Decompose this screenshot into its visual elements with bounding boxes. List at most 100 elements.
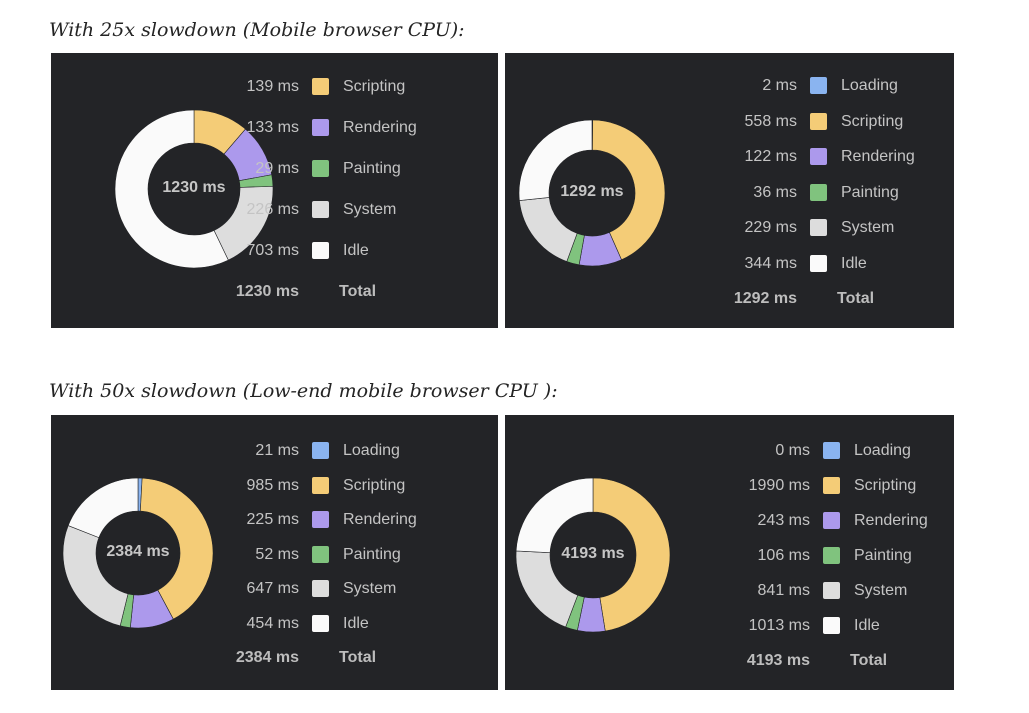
legend-total-value: 2384 ms (235, 649, 299, 666)
legend-value: 29 ms (255, 160, 299, 177)
legend-label: System (343, 580, 397, 597)
donut-center-total: 2384 ms (106, 543, 170, 560)
legend-value: 133 ms (246, 119, 299, 136)
legend-total-label: Total (850, 652, 888, 669)
legend-total-value: 4193 ms (746, 652, 810, 669)
legend-label: System (841, 219, 895, 236)
legend-swatch-loading (810, 77, 827, 94)
legend-item-rendering: 243 ms Rendering (690, 510, 954, 532)
legend-item-rendering: 122 ms Rendering (677, 146, 954, 168)
donut-slice-idle[interactable] (114, 109, 229, 269)
legend-total-label: Total (339, 649, 377, 666)
chart-legend: 2 ms Loading 558 ms Scripting 122 ms Renderin… (677, 75, 954, 328)
legend-label: Idle (343, 614, 369, 632)
legend-item-scripting: 1990 ms Scripting (690, 475, 954, 497)
chart-panel-25x-a: 1230 ms 139 ms Scripting 133 ms Rendering 29 … (51, 53, 498, 328)
donut-slice-scripting[interactable] (592, 119, 666, 261)
donut-chart (62, 477, 214, 629)
donut-center-total: 1230 ms (162, 179, 226, 196)
legend-item-painting: 29 ms Painting (179, 158, 479, 180)
legend-item-painting: 36 ms Painting (677, 182, 954, 204)
legend-item-idle: 454 ms Idle (179, 613, 479, 635)
legend-swatch-scripting (312, 476, 329, 494)
donut-slice-system[interactable] (62, 525, 129, 627)
legend-value: 647 ms (246, 580, 299, 597)
legend-item-scripting: 558 ms Scripting (677, 111, 954, 133)
donut-slice-idle[interactable] (515, 477, 594, 554)
legend-label: Rendering (854, 512, 928, 529)
legend-value: 139 ms (246, 78, 299, 95)
legend-swatch-rendering (823, 512, 840, 529)
legend-value: 2 ms (762, 77, 797, 94)
donut-chart (114, 109, 274, 269)
legend-value: 36 ms (753, 183, 797, 201)
legend-label: Scripting (343, 78, 406, 95)
legend-swatch-system (823, 582, 840, 599)
legend-value: 703 ms (246, 242, 299, 259)
legend-value: 243 ms (757, 512, 810, 529)
legend-value: 229 ms (744, 219, 797, 236)
legend-label: Scripting (343, 476, 406, 494)
legend-value: 106 ms (757, 547, 810, 564)
legend-swatch-painting (312, 160, 329, 177)
legend-swatch-system (810, 219, 827, 236)
legend-item-system: 647 ms System (179, 578, 479, 600)
donut-slice-idle[interactable] (518, 119, 593, 201)
donut-slice-scripting[interactable] (592, 477, 671, 632)
legend-swatch-rendering (312, 511, 329, 528)
donut-slice-idle[interactable] (67, 477, 139, 539)
chart-legend: 139 ms Scripting 133 ms Rendering 29 ms Paint… (179, 76, 498, 328)
legend-swatch-rendering (312, 119, 329, 136)
legend-label: Painting (854, 547, 912, 564)
legend-label: Scripting (841, 112, 904, 130)
legend-swatch-idle (312, 614, 329, 632)
legend-total-row: 1230 ms Total (179, 281, 479, 303)
legend-item-system: 226 ms System (179, 199, 479, 221)
legend-swatch-scripting (823, 477, 840, 494)
legend-total-row: 2384 ms Total (179, 647, 479, 669)
legend-swatch-system (312, 580, 329, 597)
legend-total-label: Total (837, 290, 875, 307)
donut-chart (515, 477, 671, 633)
donut-slice-scripting[interactable] (140, 477, 214, 620)
legend-label: Idle (841, 254, 867, 272)
legend-label: Rendering (343, 119, 417, 136)
legend-item-rendering: 225 ms Rendering (179, 509, 479, 531)
legend-value: 0 ms (775, 442, 810, 459)
donut-center-total: 4193 ms (561, 545, 625, 562)
chart-legend: 21 ms Loading 985 ms Scripting 225 ms Renderi… (179, 440, 498, 690)
legend-item-system: 841 ms System (690, 580, 954, 602)
legend-item-painting: 106 ms Painting (690, 545, 954, 567)
legend-label: Rendering (841, 148, 915, 165)
legend-label: Loading (841, 77, 898, 94)
legend-item-idle: 1013 ms Idle (690, 615, 954, 637)
legend-total-value: 1230 ms (235, 283, 299, 300)
legend-item-idle: 344 ms Idle (677, 253, 954, 275)
legend-value: 344 ms (744, 254, 797, 272)
legend-swatch-scripting (810, 112, 827, 130)
donut-slice-system[interactable] (519, 197, 578, 262)
legend-label: Painting (343, 160, 401, 177)
legend-value: 841 ms (757, 582, 810, 599)
legend-item-system: 229 ms System (677, 217, 954, 239)
legend-swatch-idle (810, 254, 827, 272)
legend-item-scripting: 985 ms Scripting (179, 475, 479, 497)
legend-label: Painting (841, 183, 899, 201)
legend-swatch-rendering (810, 148, 827, 165)
legend-label: System (343, 201, 397, 218)
legend-swatch-painting (312, 545, 329, 563)
legend-label: Loading (343, 442, 400, 459)
legend-label: Idle (854, 617, 880, 634)
legend-label: Loading (854, 442, 911, 459)
legend-swatch-painting (823, 547, 840, 564)
legend-swatch-painting (810, 183, 827, 201)
section-heading-25x: With 25x slowdown (Mobile browser CPU): (49, 19, 465, 41)
chart-legend: 0 ms Loading 1990 ms Scripting 243 ms Renderi… (690, 440, 954, 690)
chart-panel-25x-b: 1292 ms 2 ms Loading 558 ms Scripting 122 ms R… (505, 53, 954, 328)
legend-value: 52 ms (255, 545, 299, 563)
legend-swatch-loading (312, 442, 329, 459)
legend-value: 454 ms (246, 614, 299, 632)
legend-item-scripting: 139 ms Scripting (179, 76, 479, 98)
legend-swatch-loading (823, 442, 840, 459)
legend-item-painting: 52 ms Painting (179, 544, 479, 566)
